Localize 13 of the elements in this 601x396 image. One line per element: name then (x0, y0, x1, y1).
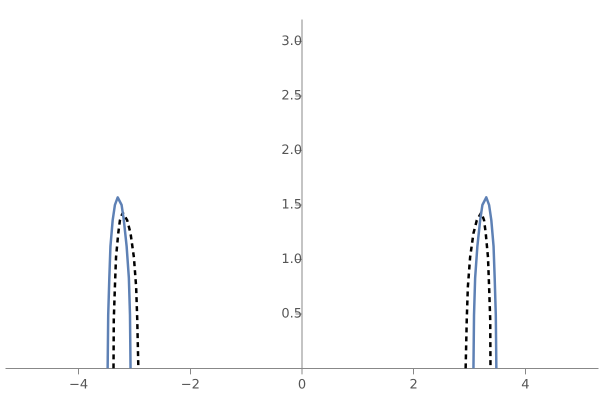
y-tick-label: 2.0 (281, 142, 302, 158)
y-tick-label: 0.5 (281, 306, 302, 322)
x-tick-label: 0 (298, 378, 306, 393)
line-series (464, 211, 492, 368)
y-tick-label: 1.0 (281, 252, 302, 267)
x-tick-label: −2 (180, 378, 200, 393)
y-tick-label: 2.5 (281, 88, 302, 104)
x-tick-label: −4 (69, 378, 88, 393)
x-tick-label: 2 (410, 378, 418, 393)
x-tick-label: 4 (521, 378, 530, 393)
y-tick-label: 3.0 (281, 34, 302, 49)
y-tick-label: 1.5 (281, 197, 302, 212)
line-series (112, 211, 140, 368)
